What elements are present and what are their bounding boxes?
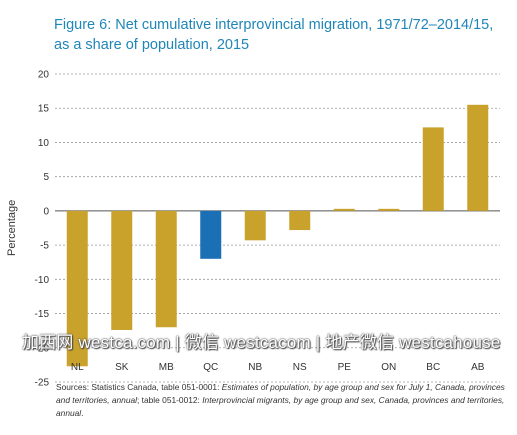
- y-tick-label: -20: [35, 343, 50, 354]
- x-tick-label-on: ON: [381, 362, 396, 373]
- y-tick-labels: 20 15 10 5 0 -5 -10 -15 -20 -25: [35, 70, 50, 389]
- y-tick-label: -10: [35, 275, 50, 286]
- x-tick-label-nl: NL: [71, 362, 84, 373]
- bar-sk: [111, 210, 133, 330]
- x-tick-label-ab: AB: [471, 362, 485, 373]
- y-tick-label: 15: [38, 104, 50, 115]
- x-tick-label-nb: NB: [248, 362, 262, 373]
- source-suffix: .: [81, 408, 84, 418]
- bar-nl: [66, 210, 88, 367]
- bar-ns: [289, 210, 311, 231]
- watermark-text: 加西网 westca.com | 微信 westcacom | 地产微信 wes…: [22, 333, 501, 352]
- y-tick-label: -15: [35, 309, 50, 320]
- y-tick-label: -5: [40, 241, 49, 252]
- y-tick-label: 0: [43, 206, 49, 217]
- x-tick-label-pe: PE: [338, 362, 352, 373]
- source-mid: ; table 051-0012:: [137, 395, 203, 405]
- bar-on: [378, 208, 400, 211]
- x-tick-labels: NL SK MB QC NB NS PE ON BC AB: [71, 362, 485, 373]
- source-prefix: Sources: Statistics Canada, table 051-00…: [56, 382, 222, 392]
- y-tick-label: 10: [38, 138, 50, 149]
- bars: [66, 104, 489, 367]
- source-title-1: Estimates of population, by age group an…: [56, 382, 505, 405]
- x-tick-label-sk: SK: [115, 362, 129, 373]
- bar-nb: [244, 210, 266, 241]
- bar-qc: [200, 210, 222, 259]
- bar-mb: [155, 210, 177, 328]
- y-tick-label: -25: [35, 378, 50, 389]
- y-tick-label: 20: [38, 70, 50, 81]
- x-tick-label-mb: MB: [159, 362, 174, 373]
- y-tick-label: 5: [43, 172, 49, 183]
- chart-title: Figure 6: Net cumulative interprovincial…: [54, 17, 494, 53]
- x-tick-label-bc: BC: [426, 362, 440, 373]
- x-tick-label-ns: NS: [293, 362, 307, 373]
- bar-bc: [422, 127, 444, 211]
- x-tick-label-qc: QC: [203, 362, 218, 373]
- source-title-2: Interprovincial migrants, by age group a…: [56, 395, 505, 418]
- source-note: Sources: Statistics Canada, table 051-00…: [56, 381, 511, 420]
- bar-pe: [333, 208, 355, 211]
- bar-ab: [467, 104, 489, 211]
